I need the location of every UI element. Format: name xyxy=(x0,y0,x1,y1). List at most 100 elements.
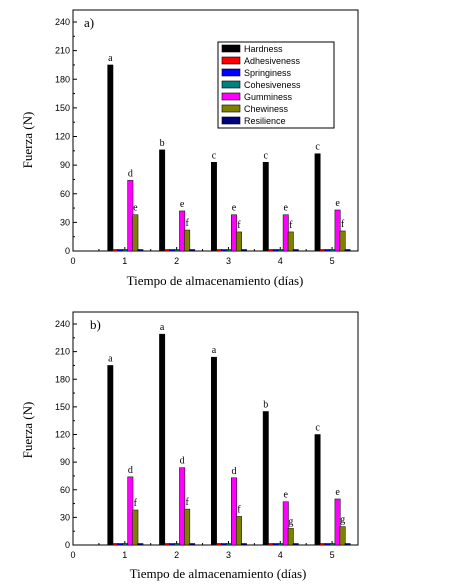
x-tick-label-b-2: 2 xyxy=(174,550,179,560)
bar-a-springiness-day-2 xyxy=(169,249,176,252)
bar-b-chewiness-day-5 xyxy=(339,526,346,546)
bar-b-chewiness-day-1 xyxy=(132,509,139,546)
x-tick-label-b-5: 5 xyxy=(330,550,335,560)
legend-swatch-resilience xyxy=(221,116,241,125)
bar-b-gumminess-day-5 xyxy=(334,498,341,546)
bar-b-springiness-day-1 xyxy=(117,543,124,546)
legend-label-hardness: Hardness xyxy=(244,44,283,54)
bar-b-adhesiveness-day-3 xyxy=(216,543,222,546)
bar-a-resilience-day-3 xyxy=(241,249,247,252)
bar-b-springiness-day-4 xyxy=(272,543,279,546)
bar-b-hardness-day-5 xyxy=(314,434,321,546)
y-tick-label-b-0: 0 xyxy=(65,540,70,550)
y-tick-label-b-120: 120 xyxy=(55,430,70,440)
bar-a-adhesiveness-day-4 xyxy=(267,249,274,252)
y-tick-label-b-30: 30 xyxy=(60,512,70,522)
legend-label-cohesiveness: Cohesiveness xyxy=(244,80,301,90)
bar-a-chewiness-day-2 xyxy=(184,229,191,252)
x-tick-label-a-1: 1 xyxy=(122,256,127,266)
bar-b-chewiness-day-4 xyxy=(287,528,294,546)
data-label-a-gumminess-day-4: e xyxy=(284,203,289,214)
y-tick-label-a-0: 0 xyxy=(65,246,70,256)
data-label-a-chewiness-day-2: f xyxy=(185,218,189,229)
bar-a-hardness-day-1 xyxy=(107,64,114,252)
data-label-b-gumminess-day-5: e xyxy=(335,487,340,498)
data-label-b-chewiness-day-4: g xyxy=(288,516,293,527)
bar-b-springiness-day-5 xyxy=(324,543,331,546)
bar-b-adhesiveness-day-5 xyxy=(319,543,326,546)
data-label-b-gumminess-day-1: d xyxy=(128,465,133,476)
y-tick-label-a-60: 60 xyxy=(60,189,70,199)
bar-b-cohesiveness-day-4 xyxy=(277,543,284,546)
data-label-a-chewiness-day-4: f xyxy=(289,220,293,231)
bar-b-cohesiveness-day-1 xyxy=(122,543,129,546)
legend-swatch-cohesiveness xyxy=(221,80,241,89)
bar-a-gumminess-day-3 xyxy=(231,214,237,252)
bar-b-hardness-day-3 xyxy=(211,356,217,546)
y-tick-label-b-240: 240 xyxy=(55,319,70,329)
data-label-a-hardness-day-4: c xyxy=(264,150,269,161)
bar-a-springiness-day-3 xyxy=(221,249,227,252)
x-tick-label-a-5: 5 xyxy=(330,256,335,266)
legend-label-chewiness: Chewiness xyxy=(244,104,289,114)
data-label-b-chewiness-day-1: f xyxy=(134,498,138,509)
y-tick-label-a-90: 90 xyxy=(60,160,70,170)
data-label-a-hardness-day-2: b xyxy=(160,138,165,149)
bar-a-springiness-day-1 xyxy=(117,249,124,252)
bar-b-cohesiveness-day-3 xyxy=(226,543,232,546)
bar-a-resilience-day-5 xyxy=(344,249,351,252)
y-tick-label-a-180: 180 xyxy=(55,74,70,84)
x-tick-label-b-0: 0 xyxy=(70,550,75,560)
x-tick-label-a-4: 4 xyxy=(278,256,283,266)
bar-b-hardness-day-4 xyxy=(262,411,269,546)
bar-a-gumminess-day-5 xyxy=(334,209,341,252)
legend-label-gumminess: Gumminess xyxy=(244,92,293,102)
bar-a-hardness-day-2 xyxy=(159,149,166,252)
y-axis-label-b: Fuerza (N) xyxy=(20,402,35,459)
bar-b-gumminess-day-4 xyxy=(282,501,289,546)
x-axis-label-b: Tiempo de almacenamiento (días) xyxy=(130,566,307,581)
data-label-b-hardness-day-5: c xyxy=(315,423,320,434)
data-label-a-gumminess-day-5: e xyxy=(335,198,340,209)
x-tick-label-b-1: 1 xyxy=(122,550,127,560)
bar-b-springiness-day-2 xyxy=(169,543,176,546)
data-label-a-gumminess-day-3: e xyxy=(232,203,237,214)
data-label-a-chewiness-day-3: f xyxy=(237,220,241,231)
data-label-a-chewiness-day-1: e xyxy=(133,203,138,214)
chart-panel-a: a) Fuerza (N) Tiempo de almacenamiento (… xyxy=(20,9,359,288)
x-tick-label-a-2: 2 xyxy=(174,256,179,266)
data-label-a-hardness-day-1: a xyxy=(108,53,113,64)
bar-b-adhesiveness-day-2 xyxy=(164,543,171,546)
bar-a-gumminess-day-4 xyxy=(282,214,289,252)
bar-a-cohesiveness-day-5 xyxy=(329,249,336,252)
y-tick-label-b-210: 210 xyxy=(55,347,70,357)
data-label-a-chewiness-day-5: f xyxy=(341,219,345,230)
x-tick-label-a-3: 3 xyxy=(226,256,231,266)
bar-a-adhesiveness-day-3 xyxy=(216,249,222,252)
bar-a-chewiness-day-1 xyxy=(132,214,139,252)
legend-swatch-gumminess xyxy=(221,92,241,101)
bar-a-springiness-day-4 xyxy=(272,249,279,252)
bar-a-cohesiveness-day-1 xyxy=(122,249,129,252)
y-tick-label-a-210: 210 xyxy=(55,46,70,56)
legend-swatch-springiness xyxy=(221,68,241,77)
bar-b-gumminess-day-1 xyxy=(127,476,134,546)
bar-b-resilience-day-5 xyxy=(344,543,351,546)
data-label-a-gumminess-day-1: d xyxy=(128,168,133,179)
legend-label-adhesiveness: Adhesiveness xyxy=(244,56,301,66)
data-label-a-hardness-day-3: c xyxy=(212,150,217,161)
x-tick-label-b-4: 4 xyxy=(278,550,283,560)
data-label-a-gumminess-day-2: e xyxy=(180,199,185,210)
x-tick-label-b-3: 3 xyxy=(226,550,231,560)
data-label-b-hardness-day-2: a xyxy=(160,322,165,333)
bar-b-chewiness-day-3 xyxy=(236,516,242,546)
bar-b-adhesiveness-day-4 xyxy=(267,543,274,546)
data-label-b-chewiness-day-2: f xyxy=(185,497,189,508)
bar-a-hardness-day-5 xyxy=(314,153,321,252)
bar-b-resilience-day-3 xyxy=(241,543,247,546)
bar-a-cohesiveness-day-2 xyxy=(174,249,181,252)
bar-b-cohesiveness-day-5 xyxy=(329,543,336,546)
y-tick-label-b-60: 60 xyxy=(60,485,70,495)
